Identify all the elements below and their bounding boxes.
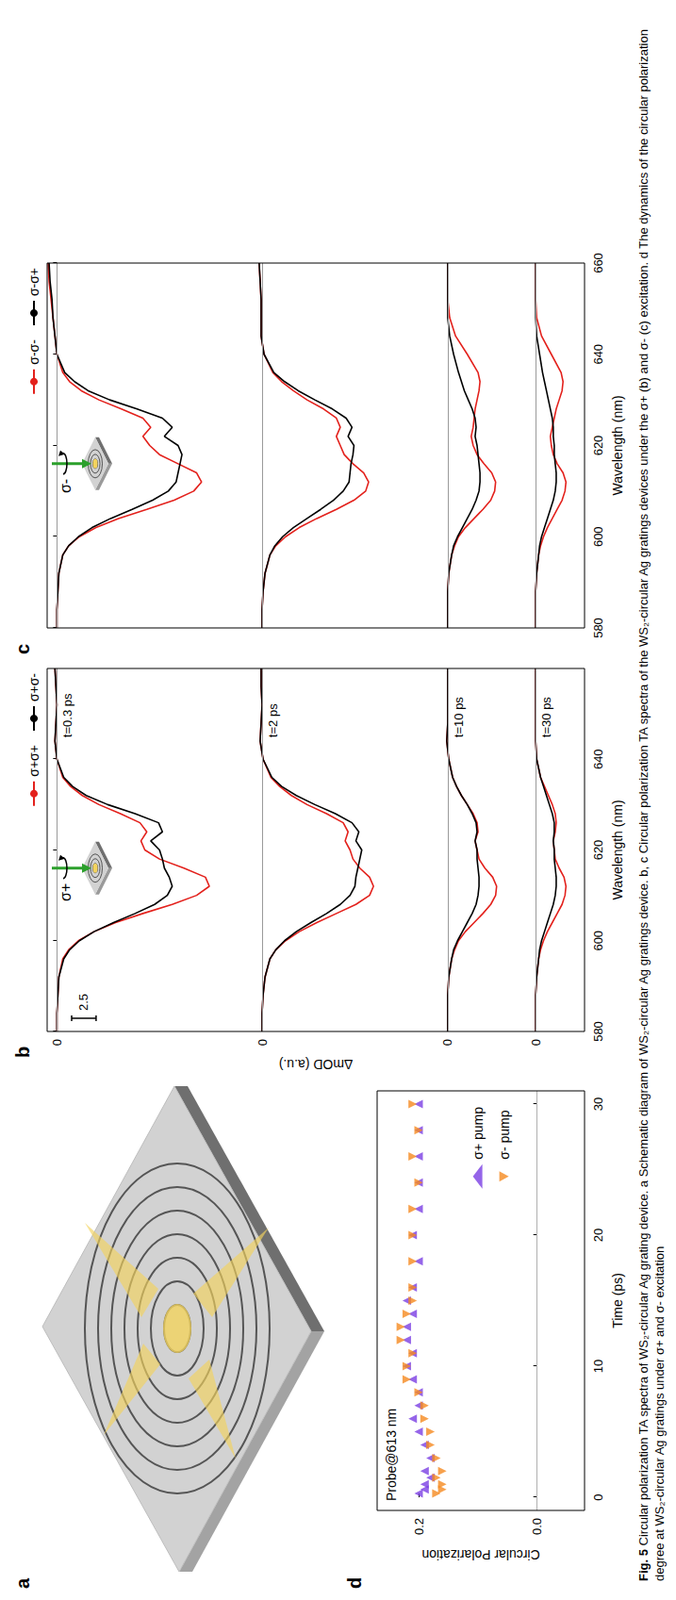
svg-text:Wavelength (nm): Wavelength (nm) [610,395,626,495]
svg-text:620: 620 [591,840,606,861]
svg-text:t=10 ps: t=10 ps [451,696,466,739]
svg-text:0: 0 [528,1038,544,1046]
svg-text:c: c [12,643,33,655]
svg-text:0: 0 [591,1493,606,1501]
svg-text:ΔmOD (a.u.): ΔmOD (a.u.) [279,1056,354,1072]
svg-text:t=30 ps: t=30 ps [539,696,554,739]
svg-text:600: 600 [591,930,606,952]
svg-text:σ-σ+: σ-σ+ [26,267,42,297]
svg-text:Wavelength (nm): Wavelength (nm) [610,799,626,900]
svg-text:σ- pump: σ- pump [496,1109,512,1159]
svg-text:0: 0 [440,1038,455,1046]
svg-text:t=0.3 ps: t=0.3 ps [60,692,75,738]
svg-text:2.5: 2.5 [76,993,91,1011]
svg-text:640: 640 [591,748,606,770]
svg-text:30: 30 [591,1097,606,1111]
svg-text:σ+σ-: σ+σ- [26,673,42,702]
svg-text:t=2 ps: t=2 ps [265,703,281,738]
svg-text:580: 580 [591,1021,606,1042]
svg-text:σ-σ-: σ-σ- [26,339,42,365]
svg-text:600: 600 [591,526,606,547]
svg-text:580: 580 [591,617,606,639]
svg-text:a: a [12,1577,33,1589]
svg-text:10: 10 [591,1359,606,1373]
svg-text:Probe@613 nm: Probe@613 nm [383,1408,399,1501]
html-text:Circular polarization TA spect: Circular polarization TA spectra of WS₂-… [636,29,667,1582]
svg-text:620: 620 [591,435,606,457]
svg-text:0: 0 [49,1038,65,1046]
svg-text:660: 660 [591,252,606,274]
svg-text:σ+σ+: σ+σ+ [26,744,42,777]
svg-text:Time (ps): Time (ps) [610,1272,626,1329]
svg-text:σ+: σ+ [57,883,74,902]
svg-text:0.0: 0.0 [529,1517,545,1535]
svg-text:Circular Polarization: Circular Polarization [421,1547,540,1563]
svg-text:0: 0 [255,1038,270,1046]
svg-text:σ+ pump: σ+ pump [470,1106,486,1160]
svg-text:b: b [12,1046,33,1058]
svg-text:σ-: σ- [57,478,74,494]
svg-text:0.2: 0.2 [412,1517,427,1535]
svg-text:640: 640 [591,344,606,365]
html-text:Fig. 5: Fig. 5 [636,1549,651,1582]
svg-text:20: 20 [591,1228,606,1242]
svg-text:d: d [344,1577,365,1589]
